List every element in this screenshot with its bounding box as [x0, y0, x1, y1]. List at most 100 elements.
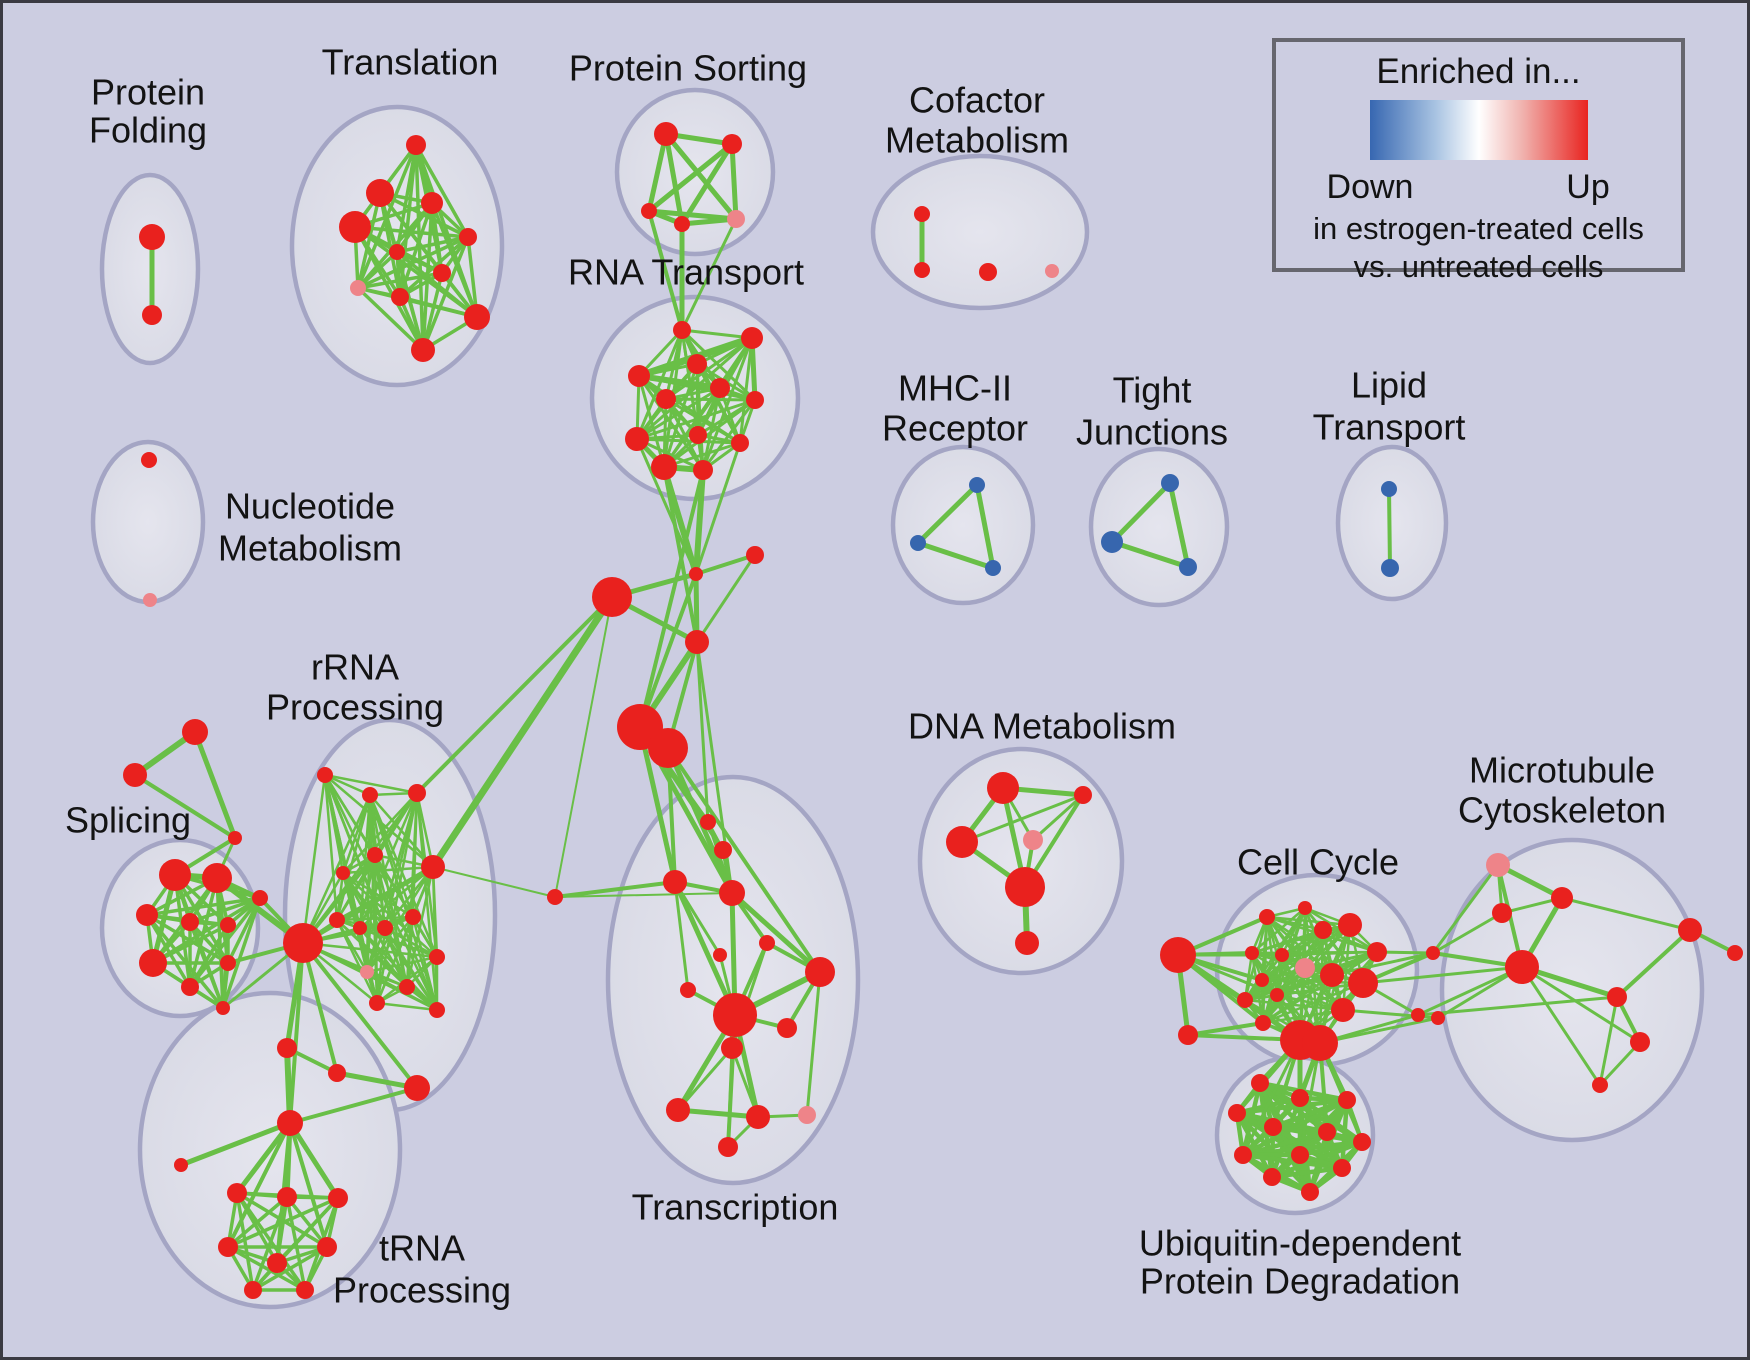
network-node[interactable]	[328, 1064, 346, 1082]
network-node[interactable]	[592, 577, 632, 617]
network-node[interactable]	[722, 134, 742, 154]
network-node[interactable]	[1237, 992, 1253, 1008]
network-node[interactable]	[1160, 937, 1196, 973]
network-node[interactable]	[367, 847, 383, 863]
network-node[interactable]	[969, 477, 985, 493]
network-node[interactable]	[1161, 474, 1179, 492]
network-node[interactable]	[1302, 1025, 1338, 1061]
network-node[interactable]	[713, 993, 757, 1037]
network-node[interactable]	[277, 1187, 297, 1207]
network-node[interactable]	[979, 263, 997, 281]
network-node[interactable]	[1263, 1168, 1281, 1186]
network-node[interactable]	[339, 211, 371, 243]
network-node[interactable]	[143, 593, 157, 607]
network-node[interactable]	[283, 923, 323, 963]
network-node[interactable]	[1727, 945, 1743, 961]
network-node[interactable]	[202, 863, 232, 893]
network-node[interactable]	[727, 210, 745, 228]
network-node[interactable]	[174, 1158, 188, 1172]
network-node[interactable]	[1492, 903, 1512, 923]
network-node[interactable]	[1275, 948, 1289, 962]
network-node[interactable]	[1592, 1077, 1608, 1093]
network-node[interactable]	[1295, 958, 1315, 978]
network-node[interactable]	[1259, 909, 1275, 925]
network-node[interactable]	[689, 567, 703, 581]
network-node[interactable]	[1291, 1089, 1309, 1107]
network-node[interactable]	[1348, 968, 1378, 998]
network-node[interactable]	[464, 304, 490, 330]
network-node[interactable]	[666, 1098, 690, 1122]
network-node[interactable]	[429, 949, 445, 965]
network-node[interactable]	[641, 203, 657, 219]
network-node[interactable]	[244, 1281, 262, 1299]
network-node[interactable]	[1318, 1123, 1336, 1141]
network-node[interactable]	[1486, 853, 1510, 877]
network-node[interactable]	[1015, 931, 1039, 955]
network-node[interactable]	[1505, 950, 1539, 984]
network-node[interactable]	[408, 784, 426, 802]
network-node[interactable]	[1630, 1032, 1650, 1052]
network-node[interactable]	[317, 1237, 337, 1257]
network-node[interactable]	[1291, 1146, 1309, 1164]
network-node[interactable]	[1411, 1008, 1425, 1022]
network-node[interactable]	[459, 228, 477, 246]
network-node[interactable]	[798, 1106, 816, 1124]
network-node[interactable]	[296, 1281, 314, 1299]
network-node[interactable]	[360, 965, 374, 979]
network-node[interactable]	[987, 772, 1019, 804]
network-node[interactable]	[1333, 1159, 1351, 1177]
network-node[interactable]	[805, 957, 835, 987]
network-node[interactable]	[1245, 946, 1259, 960]
network-node[interactable]	[421, 855, 445, 879]
network-node[interactable]	[369, 995, 385, 1011]
network-node[interactable]	[227, 1183, 247, 1203]
network-node[interactable]	[1353, 1133, 1371, 1151]
network-node[interactable]	[547, 889, 563, 905]
network-node[interactable]	[718, 1137, 738, 1157]
network-node[interactable]	[421, 192, 443, 214]
network-node[interactable]	[719, 880, 745, 906]
network-node[interactable]	[228, 831, 242, 845]
network-node[interactable]	[136, 904, 158, 926]
network-node[interactable]	[731, 434, 749, 452]
network-node[interactable]	[391, 288, 409, 306]
network-node[interactable]	[651, 454, 677, 480]
network-node[interactable]	[1005, 867, 1045, 907]
network-node[interactable]	[654, 122, 678, 146]
network-node[interactable]	[141, 452, 157, 468]
network-node[interactable]	[1678, 918, 1702, 942]
network-node[interactable]	[687, 354, 707, 374]
network-node[interactable]	[1234, 1146, 1252, 1164]
network-node[interactable]	[673, 321, 691, 339]
network-node[interactable]	[389, 244, 405, 260]
network-node[interactable]	[1381, 481, 1397, 497]
network-node[interactable]	[1298, 901, 1312, 915]
network-node[interactable]	[181, 913, 199, 931]
network-node[interactable]	[377, 920, 393, 936]
network-node[interactable]	[1314, 921, 1332, 939]
network-node[interactable]	[404, 1075, 430, 1101]
network-node[interactable]	[366, 179, 394, 207]
network-node[interactable]	[914, 206, 930, 222]
network-node[interactable]	[1338, 1091, 1356, 1109]
network-node[interactable]	[746, 391, 764, 409]
network-node[interactable]	[139, 224, 165, 250]
network-node[interactable]	[777, 1018, 797, 1038]
network-node[interactable]	[362, 787, 378, 803]
network-node[interactable]	[680, 982, 696, 998]
network-node[interactable]	[700, 814, 716, 830]
network-node[interactable]	[252, 890, 268, 906]
network-node[interactable]	[429, 1002, 445, 1018]
network-node[interactable]	[710, 378, 730, 398]
network-node[interactable]	[1178, 1025, 1198, 1045]
network-node[interactable]	[159, 859, 191, 891]
network-node[interactable]	[656, 389, 676, 409]
network-node[interactable]	[433, 264, 451, 282]
network-node[interactable]	[1255, 973, 1269, 987]
network-node[interactable]	[946, 826, 978, 858]
network-node[interactable]	[741, 327, 763, 349]
network-node[interactable]	[1179, 558, 1197, 576]
network-node[interactable]	[405, 909, 421, 925]
network-node[interactable]	[746, 1105, 770, 1129]
network-node[interactable]	[1101, 531, 1123, 553]
